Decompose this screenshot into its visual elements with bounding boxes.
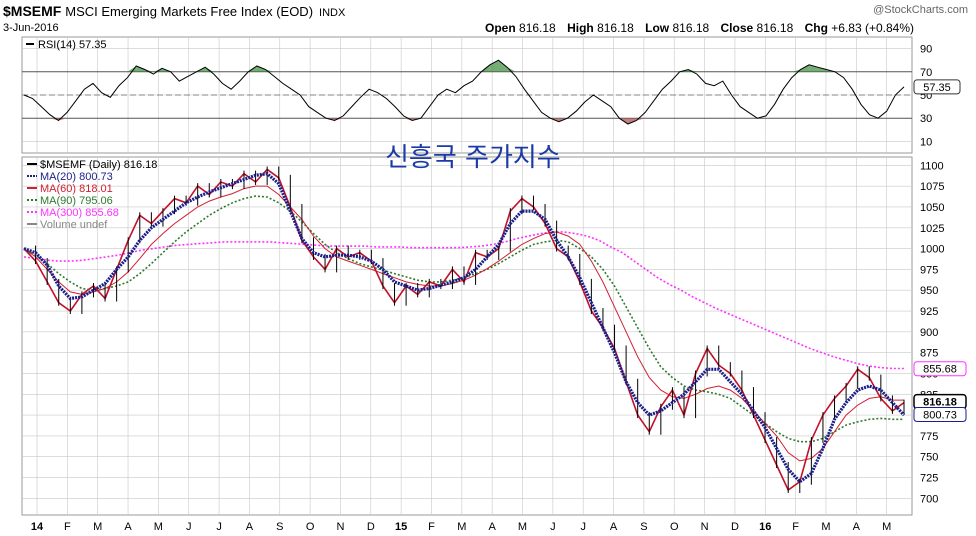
series-ma20	[23, 172, 906, 484]
x-tick-label: F	[64, 521, 71, 533]
rsi-tick-label: 30	[920, 113, 932, 125]
chg-label: Chg	[804, 21, 828, 35]
high-label: High	[567, 21, 594, 35]
chart-annotation: 신흥국 주가지수	[385, 143, 561, 173]
close-label: Close	[720, 21, 754, 35]
price-tick-label: 750	[920, 452, 938, 464]
x-tick-label: D	[731, 521, 739, 533]
price-badge-value: 855.68	[923, 364, 957, 376]
x-tick-label: J	[186, 521, 192, 533]
x-tick-label: J	[550, 521, 556, 533]
rsi-overbought-fill	[507, 67, 516, 72]
x-tick-label: M	[93, 521, 102, 533]
rsi-tick-label: 10	[920, 136, 932, 148]
low-value: 816.18	[672, 21, 710, 35]
legend-entry: Volume undef	[40, 219, 108, 231]
rsi-overbought-fill	[136, 66, 145, 72]
rsi-overbought-fill	[817, 67, 827, 72]
price-tick-label: 875	[920, 348, 938, 360]
x-tick-label: F	[792, 521, 799, 533]
rsi-overbought-fill	[489, 60, 499, 72]
rsi-overbought-fill	[498, 60, 508, 72]
price-tick-label: 700	[920, 493, 938, 505]
price-tick-label: 1000	[920, 244, 944, 256]
x-tick-label: N	[336, 521, 344, 533]
price-tick-label: 1025	[920, 223, 944, 235]
rsi-label: RSI(14) 57.35	[38, 39, 106, 51]
x-tick-label: 16	[759, 521, 771, 533]
legend-entry: MA(90) 795.06	[40, 195, 113, 207]
chg-value: +6.83 (+0.84%)	[831, 21, 914, 35]
x-tick-label: F	[428, 521, 435, 533]
index-name: MSCI Emerging Markets Free Index (EOD)	[65, 4, 314, 19]
symbol: $MSEMF	[3, 3, 62, 19]
legend-entry: MA(20) 800.73	[40, 171, 113, 183]
price-badge-value: 816.18	[923, 397, 957, 409]
open-label: Open	[485, 21, 516, 35]
price-badge-value: 800.73	[923, 409, 957, 421]
price-tick-label: 1100	[920, 160, 944, 172]
price-badge	[913, 361, 967, 377]
high-value: 816.18	[597, 21, 634, 35]
rsi-overbought-fill	[800, 64, 810, 72]
rsi-last-value: 57.35	[923, 82, 951, 94]
x-tick-label: M	[457, 521, 466, 533]
price-tick-label: 775	[920, 431, 938, 443]
x-tick-label: O	[670, 521, 679, 533]
price-panel	[21, 156, 913, 516]
x-tick-label: A	[853, 521, 861, 533]
x-tick-label: M	[821, 521, 830, 533]
x-tick-label: 15	[395, 521, 407, 533]
rsi-overbought-fill	[256, 66, 266, 72]
x-tick-label: A	[246, 521, 254, 533]
rsi-line	[23, 59, 905, 125]
rsi-last-badge	[913, 79, 961, 95]
x-tick-label: N	[701, 521, 709, 533]
legend-entry: $MSEMF (Daily) 816.18	[40, 159, 157, 171]
rsi-oversold-fill	[334, 118, 344, 121]
rsi-overbought-fill	[144, 69, 154, 72]
open-value: 816.18	[519, 21, 556, 35]
x-tick-label: O	[306, 521, 315, 533]
x-tick-label: M	[154, 521, 163, 533]
rsi-tick-label: 70	[920, 67, 932, 79]
x-tick-label: M	[518, 521, 527, 533]
chart-date: 3-Jun-2016	[3, 22, 59, 34]
price-tick-label: 975	[920, 264, 938, 276]
price-tick-label: 900	[920, 327, 938, 339]
rsi-oversold-fill	[403, 118, 413, 121]
x-tick-label: S	[640, 521, 647, 533]
low-label: Low	[645, 21, 670, 35]
x-tick-label: A	[489, 521, 497, 533]
x-tick-label: J	[216, 521, 222, 533]
chart-header-symbol: $MSEMF MSCI Emerging Markets Free Index …	[3, 3, 345, 19]
ohlc-summary: Open 816.18 High 816.18 Low 816.18 Close…	[485, 21, 914, 35]
brand-watermark: @StockCharts.com	[873, 4, 968, 16]
rsi-overbought-fill	[127, 66, 137, 72]
close-value: 816.18	[756, 21, 794, 35]
legend-entry: MA(300) 855.68	[40, 207, 119, 219]
rsi-oversold-fill	[627, 118, 637, 124]
price-tick-label: 725	[920, 473, 938, 485]
x-tick-label: S	[276, 521, 283, 533]
rsi-tick-label: 90	[920, 44, 932, 56]
x-tick-label: J	[580, 521, 586, 533]
price-tick-label: 1075	[920, 181, 944, 193]
price-tick-label: 1050	[920, 202, 944, 214]
x-tick-label: D	[367, 521, 375, 533]
price-tick-label: 950	[920, 285, 938, 297]
x-tick-label: A	[610, 521, 618, 533]
x-tick-label: M	[882, 521, 891, 533]
price-badge	[913, 406, 967, 422]
legend-entry: MA(60) 818.01	[40, 183, 113, 195]
x-tick-label: 14	[31, 521, 44, 533]
exchange: INDX	[319, 7, 346, 19]
price-tick-label: 925	[920, 306, 938, 318]
x-tick-label: A	[124, 521, 132, 533]
